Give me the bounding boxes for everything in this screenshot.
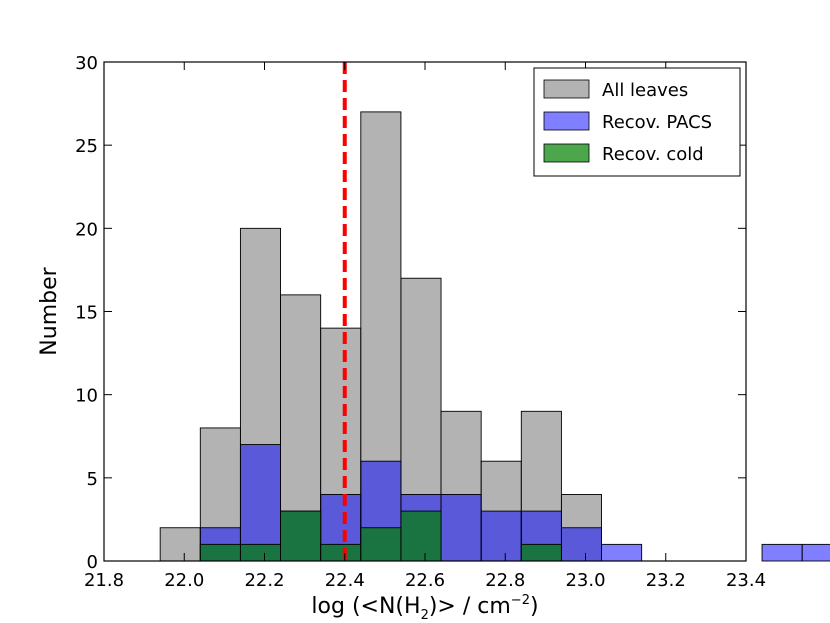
bar-recov-pacs-6: [440, 494, 482, 562]
bar-recov-pacs-1: [239, 444, 282, 562]
x-tick-label: 22.6: [405, 570, 445, 591]
y-tick-label: 30: [75, 53, 98, 74]
x-tick-label: 22.8: [485, 570, 525, 591]
legend-swatch: [543, 79, 590, 99]
y-tick-label: 0: [87, 552, 98, 573]
legend-label: Recov. cold: [602, 144, 704, 165]
bar-recov-pacs-11: [761, 543, 803, 562]
x-tick-label: 23.0: [565, 570, 605, 591]
y-tick-label: 15: [75, 303, 98, 324]
bar-recov-pacs-7: [480, 510, 522, 562]
bar-recov-cold-0: [199, 543, 241, 562]
axis-ticks: [103, 61, 747, 562]
x-tick-label: 23.2: [646, 570, 686, 591]
bar-recov-cold-2: [280, 510, 322, 562]
y-tick-label: 25: [75, 136, 98, 157]
bar-recov-cold-5: [400, 510, 442, 562]
y-tick-labels: 0 5 10 15 20 25 30: [75, 53, 98, 573]
x-tick-label: 23.4: [726, 570, 766, 591]
legend-label: Recov. PACS: [602, 112, 712, 133]
x-tick-labels: 21.8 22.0 22.2 22.4 22.6 22.8 23.0 23.2 23.4: [84, 570, 766, 591]
bar-all-leaves-0: [159, 527, 201, 562]
x-axis-label: log (<N(H2)> / cm−2): [311, 593, 538, 623]
histogram-bars: [159, 111, 830, 562]
legend-swatch: [543, 111, 590, 131]
legend-label: All leaves: [602, 80, 688, 101]
bar-recov-pacs-9: [560, 527, 602, 562]
bar-recov-cold-3: [320, 543, 362, 562]
x-tick-label: 22.0: [164, 570, 204, 591]
x-tick-label: 21.8: [84, 570, 124, 591]
x-tick-label: 22.2: [244, 570, 284, 591]
y-tick-label: 20: [75, 219, 98, 240]
y-tick-label: 5: [87, 469, 98, 490]
bar-recov-cold-6: [520, 543, 562, 562]
bar-recov-cold-1: [239, 543, 282, 562]
legend: All leaves Recov. PACS Recov. cold: [533, 67, 741, 177]
bar-recov-pacs-10: [601, 543, 643, 562]
bar-recov-pacs-12: [801, 543, 830, 562]
y-tick-label: 10: [75, 386, 98, 407]
bar-recov-cold-4: [360, 527, 402, 562]
legend-swatch: [543, 143, 590, 163]
y-axis-label: Number: [37, 266, 62, 355]
x-tick-label: 22.4: [325, 570, 365, 591]
